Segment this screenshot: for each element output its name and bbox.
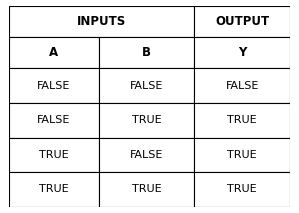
Bar bbox=[9, 68, 99, 103]
Bar bbox=[194, 68, 290, 103]
Text: FALSE: FALSE bbox=[37, 81, 71, 91]
Bar bbox=[99, 172, 194, 207]
Text: FALSE: FALSE bbox=[130, 81, 163, 91]
Text: TRUE: TRUE bbox=[39, 150, 69, 160]
Bar bbox=[194, 103, 290, 138]
Bar bbox=[9, 138, 99, 172]
Text: FALSE: FALSE bbox=[37, 115, 71, 125]
Bar bbox=[99, 68, 194, 103]
Bar bbox=[9, 6, 194, 37]
Text: Y: Y bbox=[238, 46, 246, 59]
Text: B: B bbox=[142, 46, 151, 59]
Text: TRUE: TRUE bbox=[228, 184, 257, 194]
Text: TRUE: TRUE bbox=[228, 115, 257, 125]
Text: OUTPUT: OUTPUT bbox=[215, 15, 269, 28]
Text: TRUE: TRUE bbox=[39, 184, 69, 194]
Bar bbox=[194, 172, 290, 207]
Text: INPUTS: INPUTS bbox=[77, 15, 126, 28]
Text: TRUE: TRUE bbox=[228, 150, 257, 160]
Text: TRUE: TRUE bbox=[132, 115, 161, 125]
Text: FALSE: FALSE bbox=[130, 150, 163, 160]
Bar bbox=[9, 172, 99, 207]
Bar bbox=[99, 138, 194, 172]
Text: FALSE: FALSE bbox=[225, 81, 259, 91]
Bar bbox=[9, 103, 99, 138]
Text: A: A bbox=[49, 46, 59, 59]
Bar bbox=[194, 37, 290, 68]
Bar bbox=[99, 37, 194, 68]
Bar bbox=[9, 37, 99, 68]
Bar bbox=[194, 6, 290, 37]
Bar bbox=[194, 138, 290, 172]
Bar bbox=[99, 103, 194, 138]
Text: TRUE: TRUE bbox=[132, 184, 161, 194]
